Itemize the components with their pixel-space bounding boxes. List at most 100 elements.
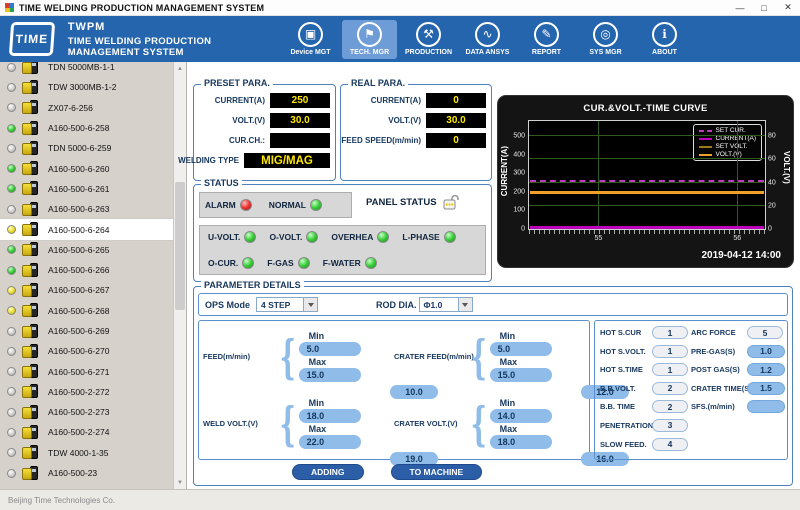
sidebar-item-a160-500-2-274[interactable]: A160-500-2-274	[0, 422, 173, 442]
cluster-max-field[interactable]: 18.0	[489, 435, 552, 449]
adding-button[interactable]: ADDING	[292, 464, 364, 480]
sidebar-item-a160-500-6-267[interactable]: A160-500-6-267	[0, 280, 173, 300]
ops-mode-dropdown-button[interactable]	[304, 297, 319, 312]
sidebar-item-zx07-6-256[interactable]: ZX07-6-256	[0, 98, 173, 118]
welding-machine-icon	[22, 79, 38, 95]
cluster-value-field[interactable]: 10.0	[390, 385, 438, 399]
status-led-group: ALARM	[205, 199, 252, 211]
param-row-label: VOLT.(V)	[232, 116, 265, 125]
detail-value-field[interactable]: 1.5	[747, 381, 785, 395]
rod-dia-select[interactable]: Φ1.0	[418, 297, 473, 312]
sidebar-item-a160-500-23[interactable]: A160-500-23	[0, 463, 173, 483]
ops-mode-row: OPS Mode 4 STEP ROD DIA. Φ1.0	[198, 293, 788, 316]
sidebar-item-a160-500-6-263[interactable]: A160-500-6-263	[0, 199, 173, 219]
detail-value-field[interactable]: 1	[652, 363, 688, 377]
detail-value-field[interactable]: 1	[652, 326, 688, 339]
detail-value-field[interactable]: 5	[747, 326, 783, 339]
scrollbar-thumb[interactable]	[175, 181, 185, 310]
detail-value-field[interactable]: 1	[652, 344, 688, 358]
sidebar-item-a160-500-6-266[interactable]: A160-500-6-266	[0, 260, 173, 280]
welding-machine-icon	[22, 445, 38, 460]
nav-item-sys-mgr[interactable]: ◎ SYS MGR	[578, 20, 633, 59]
detail-row-penetration: PENETRATION 3	[600, 418, 688, 432]
nav-item-device-mgt[interactable]: ▣ Device MGT	[283, 20, 338, 59]
series-current-a	[530, 226, 764, 229]
sidebar-item-a160-500-6-269[interactable]: A160-500-6-269	[0, 321, 173, 341]
gridline-v	[737, 121, 739, 229]
nav-item-tech-mgr[interactable]: ⚑ TECH. MGR	[342, 19, 397, 59]
rod-dia-value[interactable]: Φ1.0	[418, 297, 459, 312]
sidebar-item-a160-500-6-271[interactable]: A160-500-6-271	[0, 361, 173, 381]
ops-mode-select[interactable]: 4 STEP	[256, 297, 319, 312]
sidebar-item-label: A160-500-6-265	[48, 244, 110, 255]
sidebar-item-label: A160-500-6-269	[48, 326, 110, 336]
sidebar-item-a160-500-2-273[interactable]: A160-500-2-273	[0, 402, 173, 422]
detail-value-field[interactable]: 1.0	[747, 344, 785, 358]
cluster-max-field[interactable]: 15.0	[489, 368, 552, 382]
cluster-max-field[interactable]: 15.0	[298, 368, 361, 382]
cluster-min-field[interactable]: 18.0	[298, 409, 361, 423]
detail-label: HOT S.CUR	[600, 328, 642, 337]
nav-item-production[interactable]: ⚒ PRODUCTION	[401, 20, 456, 59]
status-title: STATUS	[201, 178, 242, 188]
sidebar-item-label: TDW 4000-1-35	[48, 447, 109, 458]
rod-dia-dropdown-button[interactable]	[458, 297, 473, 312]
param-row-label: CURRENT(A)	[214, 96, 265, 105]
status-led-row-1: U-VOLT. O-VOLT. OVERHEA L-PHASE	[208, 231, 477, 243]
cluster-value-field[interactable]: 12.0	[581, 385, 629, 399]
sidebar-item-a160-500-6-260[interactable]: A160-500-6-260	[0, 158, 173, 178]
sidebar-scrollbar[interactable]: ▲ ▼	[173, 62, 186, 489]
close-button[interactable]: ✕	[784, 2, 792, 12]
sidebar-item-tdn-5000-6-259[interactable]: TDN 5000-6-259	[0, 138, 173, 158]
cluster-min-field[interactable]: 5.0	[298, 342, 361, 356]
scroll-up-icon[interactable]: ▲	[174, 62, 186, 75]
alarm-box: ALARM NORMAL	[199, 192, 352, 218]
welding-machine-icon	[22, 323, 38, 339]
sidebar-item-tdw-3000mb-1-2[interactable]: TDW 3000MB-1-2	[0, 77, 173, 97]
maximize-button[interactable]: □	[761, 2, 767, 13]
status-bar: Beijing Time Technologies Co.	[0, 489, 800, 510]
legend-swatch	[698, 129, 712, 132]
sidebar-item-a160-500-6-261[interactable]: A160-500-6-261	[0, 179, 173, 199]
detail-value-field[interactable]: 1.2	[747, 363, 785, 377]
ops-mode-value[interactable]: 4 STEP	[256, 297, 305, 312]
nav-item-report[interactable]: ✎ REPORT	[519, 20, 574, 59]
minimize-button[interactable]: —	[735, 2, 745, 13]
to-machine-button[interactable]: TO MACHINE	[390, 464, 483, 480]
scroll-down-icon[interactable]: ▼	[174, 476, 186, 489]
param-cluster-feed-m-min: FEED(m/min) 10.0 {Min 5.0 Max 15.0	[203, 323, 438, 399]
preset-para-title: PRESET PARA.	[201, 78, 273, 88]
sidebar-item-tdw-4000-1-35[interactable]: TDW 4000-1-35	[0, 443, 173, 463]
cluster-min-field[interactable]: 14.0	[489, 409, 552, 423]
detail-row-b-b-time: B.B. TIME 2	[600, 400, 688, 414]
detail-value-field[interactable]: 2	[652, 381, 688, 395]
detail-value-field[interactable]: 2	[652, 400, 688, 414]
sidebar-item-a160-500-6-268[interactable]: A160-500-6-268	[0, 301, 173, 321]
nav-item-data-ansys[interactable]: ∿ DATA ANSYS	[460, 20, 515, 59]
device-status-led	[7, 62, 16, 72]
nav-item-label: DATA ANSYS	[465, 48, 510, 56]
detail-value-field[interactable]: 3	[652, 418, 688, 432]
status-led-label: L-PHASE	[402, 232, 440, 242]
sidebar-item-a160-500-2-272[interactable]: A160-500-2-272	[0, 382, 173, 402]
param-row-label: VOLT.(V)	[388, 116, 421, 125]
detail-value-field[interactable]	[747, 400, 785, 414]
preset-para-panel: PRESET PARA. CURRENT(A) 250 VOLT.(V) 30.0 CU…	[178, 78, 336, 181]
range-parameters-box: FEED(m/min) 10.0{Min 5.0 Max 15.0 CRATER FEED…	[198, 320, 629, 466]
nav-item-about[interactable]: ℹ ABOUT	[637, 20, 692, 59]
status-panel: STATUS ALARM NORMAL PANEL STATUS U-VOLT. O…	[193, 178, 492, 282]
sidebar-item-a160-500-6-265[interactable]: A160-500-6-265	[0, 240, 173, 260]
sidebar-item-a160-500-6-264[interactable]: A160-500-6-264	[0, 218, 174, 241]
cluster-max-field[interactable]: 22.0	[298, 435, 361, 449]
led-overhea	[377, 231, 390, 243]
cluster-value-field[interactable]: 19.0	[390, 452, 438, 466]
sidebar-item-a160-500-6-270[interactable]: A160-500-6-270	[0, 341, 173, 361]
sidebar-item-a160-500-6-258[interactable]: A160-500-6-258	[0, 118, 173, 138]
gridline-h	[529, 204, 765, 206]
cluster-min-field[interactable]: 5.0	[489, 342, 552, 356]
sidebar-item-tdn-5000mb-1-1[interactable]: TDN 5000MB-1-1	[0, 62, 173, 77]
sidebar-item-label: ZX07-6-256	[48, 102, 93, 113]
detail-value-field[interactable]: 4	[652, 437, 688, 451]
device-status-led	[7, 346, 16, 356]
